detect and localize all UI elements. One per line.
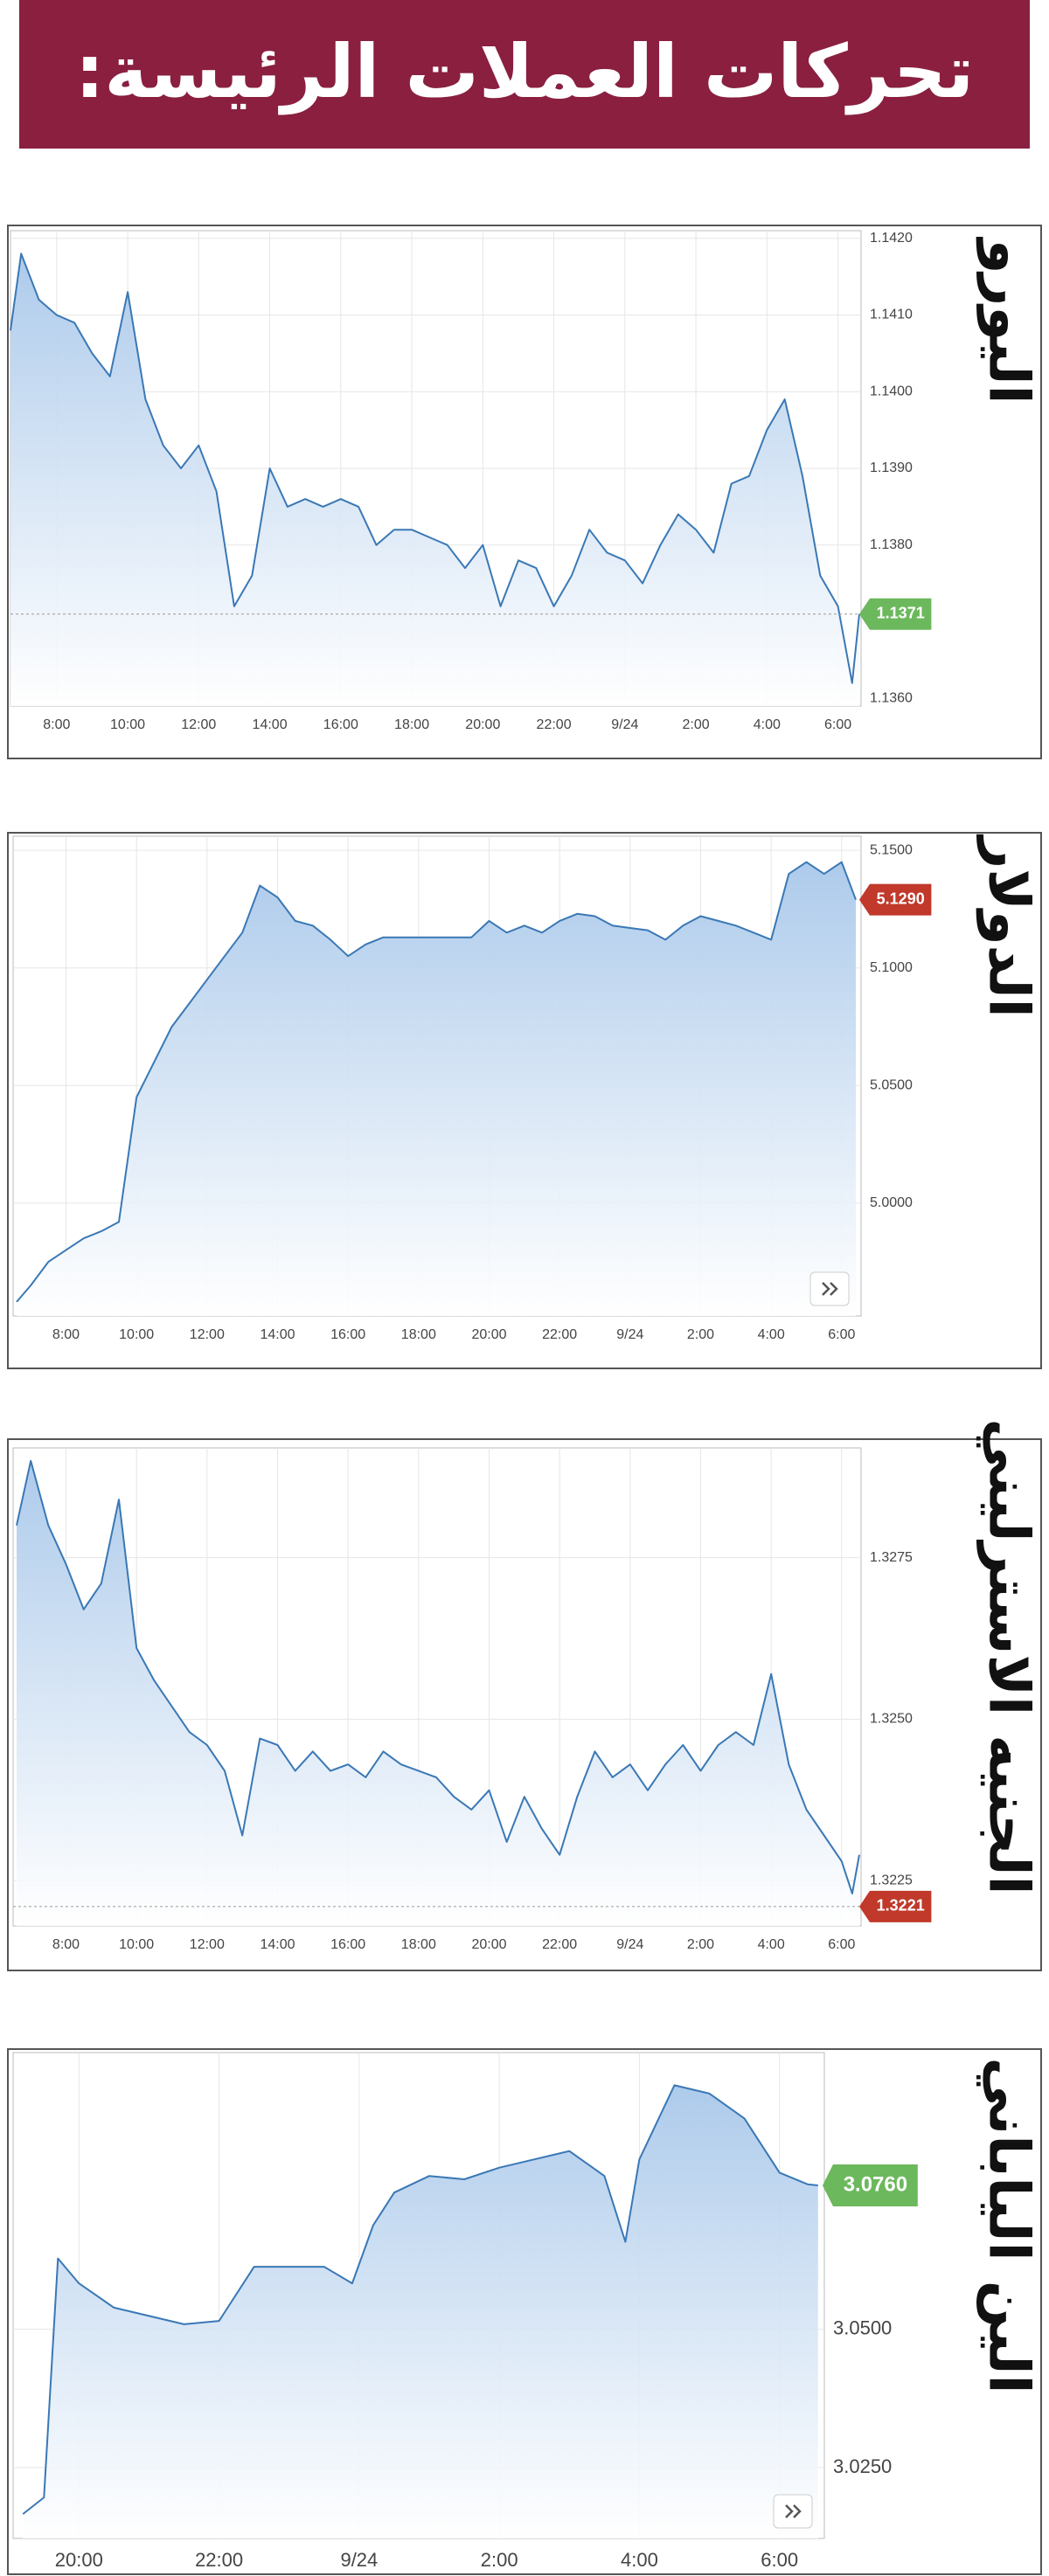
x-tick-label: 14:00 bbox=[260, 1937, 295, 1952]
x-tick-label: 4:00 bbox=[758, 1937, 785, 1952]
current-value-badge bbox=[859, 1890, 932, 1922]
chart-title: الين الياباني bbox=[976, 2058, 1040, 2394]
y-tick-label: 1.1390 bbox=[870, 460, 913, 475]
chart-title: اليورو bbox=[976, 237, 1040, 405]
current-value-label: 1.1371 bbox=[877, 604, 925, 621]
x-tick-label: 4:00 bbox=[621, 2549, 658, 2571]
y-tick-label: 1.1410 bbox=[870, 308, 913, 322]
x-tick-label: 6:00 bbox=[824, 717, 851, 732]
x-tick-label: 9/24 bbox=[616, 1937, 643, 1952]
x-tick-label: 2:00 bbox=[481, 2549, 518, 2571]
x-tick-label: 8:00 bbox=[43, 717, 70, 732]
x-tick-label: 9/24 bbox=[616, 1327, 643, 1342]
y-tick-label: 5.1000 bbox=[870, 960, 913, 975]
x-tick-label: 12:00 bbox=[190, 1937, 225, 1952]
x-tick-label: 2:00 bbox=[687, 1327, 714, 1342]
area bbox=[17, 862, 856, 1316]
scroll-icon bbox=[822, 1282, 838, 1296]
x-tick-label: 20:00 bbox=[471, 1937, 506, 1952]
y-tick-label: 1.1400 bbox=[870, 384, 913, 398]
x-tick-label: 22:00 bbox=[542, 1327, 577, 1342]
header-band bbox=[19, 0, 1030, 149]
x-tick-label: 12:00 bbox=[190, 1327, 225, 1342]
price-line bbox=[22, 2084, 818, 2515]
x-tick-label: 4:00 bbox=[758, 1327, 785, 1342]
x-tick-label: 20:00 bbox=[55, 2549, 103, 2571]
x-tick-label: 10:00 bbox=[119, 1327, 154, 1342]
x-tick-label: 6:00 bbox=[828, 1327, 855, 1342]
current-value-label: 1.3221 bbox=[877, 1897, 925, 1915]
y-tick-label: 5.1500 bbox=[870, 842, 913, 857]
x-tick-label: 18:00 bbox=[394, 717, 429, 732]
x-tick-label: 6:00 bbox=[828, 1937, 855, 1952]
header-title: تحركات العملات الرئيسة: bbox=[75, 29, 974, 115]
x-tick-label: 20:00 bbox=[465, 717, 500, 732]
x-tick-label: 22:00 bbox=[195, 2549, 243, 2571]
current-value-label: 3.0760 bbox=[844, 2172, 907, 2196]
price-line bbox=[10, 253, 860, 684]
x-tick-label: 20:00 bbox=[471, 1327, 506, 1342]
y-tick-label: 1.3225 bbox=[870, 1873, 913, 1887]
x-tick-label: 18:00 bbox=[401, 1937, 436, 1952]
x-tick-label: 14:00 bbox=[253, 717, 288, 732]
chart-title: الدولار bbox=[976, 834, 1040, 1017]
x-tick-label: 18:00 bbox=[401, 1327, 436, 1342]
x-tick-label: 12:00 bbox=[181, 717, 216, 732]
current-value-badge bbox=[859, 883, 932, 916]
x-tick-label: 10:00 bbox=[110, 717, 145, 732]
x-tick-label: 9/24 bbox=[340, 2549, 378, 2571]
x-tick-label: 14:00 bbox=[260, 1327, 295, 1342]
y-tick-label: 1.1380 bbox=[870, 537, 913, 552]
x-tick-label: 16:00 bbox=[323, 717, 358, 732]
y-tick-label: 1.3250 bbox=[870, 1712, 913, 1727]
x-tick-label: 10:00 bbox=[119, 1937, 154, 1952]
current-value-badge bbox=[823, 2164, 918, 2206]
y-tick-label: 5.0000 bbox=[870, 1195, 913, 1210]
x-tick-label: 9/24 bbox=[611, 717, 638, 732]
price-line bbox=[16, 861, 857, 1303]
x-tick-label: 2:00 bbox=[687, 1937, 714, 1952]
y-tick-label: 5.0500 bbox=[870, 1077, 913, 1092]
area bbox=[10, 253, 859, 706]
y-tick-label: 3.0250 bbox=[833, 2455, 892, 2477]
x-tick-label: 2:00 bbox=[683, 717, 710, 732]
current-value-badge bbox=[859, 598, 932, 630]
x-tick-label: 22:00 bbox=[542, 1937, 577, 1952]
current-value-label: 5.1290 bbox=[877, 890, 925, 907]
x-tick-label: 6:00 bbox=[761, 2549, 798, 2571]
y-tick-label: 1.3275 bbox=[870, 1550, 913, 1565]
y-tick-label: 1.1360 bbox=[870, 690, 913, 705]
x-tick-label: 8:00 bbox=[52, 1937, 80, 1952]
scroll-icon bbox=[785, 2504, 802, 2518]
chart-title: الجنيه الاسترليني bbox=[976, 1419, 1040, 1895]
y-tick-label: 1.1420 bbox=[870, 231, 913, 246]
area bbox=[17, 1460, 859, 1926]
area bbox=[23, 2085, 818, 2538]
price-line bbox=[16, 1459, 860, 1894]
y-tick-label: 3.0500 bbox=[833, 2316, 892, 2338]
x-tick-label: 22:00 bbox=[537, 717, 572, 732]
x-tick-label: 8:00 bbox=[52, 1327, 80, 1342]
x-tick-label: 16:00 bbox=[330, 1327, 365, 1342]
x-tick-label: 4:00 bbox=[754, 717, 781, 732]
x-tick-label: 16:00 bbox=[330, 1937, 365, 1952]
